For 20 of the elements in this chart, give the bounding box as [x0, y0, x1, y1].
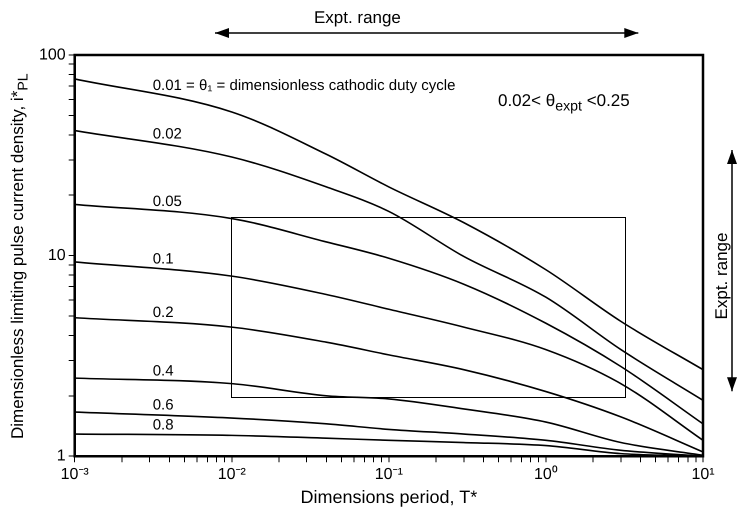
- series-label: 0.05: [152, 193, 182, 210]
- x-axis-title: Dimensions period, T*: [300, 487, 478, 508]
- text: Expt. range: [712, 232, 732, 320]
- series-label: 0.8: [152, 416, 174, 434]
- series-label: 0.02: [152, 125, 182, 142]
- x-tick-label: 10⁻³: [60, 466, 90, 484]
- series-label: 0.1: [152, 250, 174, 268]
- x-tick-label: 10¹: [691, 466, 715, 484]
- y-tick-label: 1: [56, 448, 66, 465]
- x-tick-label: 10⁻²: [218, 466, 247, 484]
- series-label: 0.6: [152, 396, 174, 414]
- y-tick-label: 10: [48, 247, 66, 264]
- text: Expt. range: [314, 8, 401, 28]
- x-tick-label: 10⁰: [534, 465, 558, 484]
- series-label: 0.4: [152, 362, 174, 380]
- y-tick-label: 100: [38, 46, 66, 64]
- x-tick-label: 10⁻¹: [374, 466, 403, 484]
- series-label: 0.2: [152, 304, 174, 322]
- annotation: 0.02< θ$_{expt}$ <0.25: [498, 91, 630, 114]
- series-label: 0.01 = θ₁ = dimensionless cathodic duty cycle: [152, 76, 456, 94]
